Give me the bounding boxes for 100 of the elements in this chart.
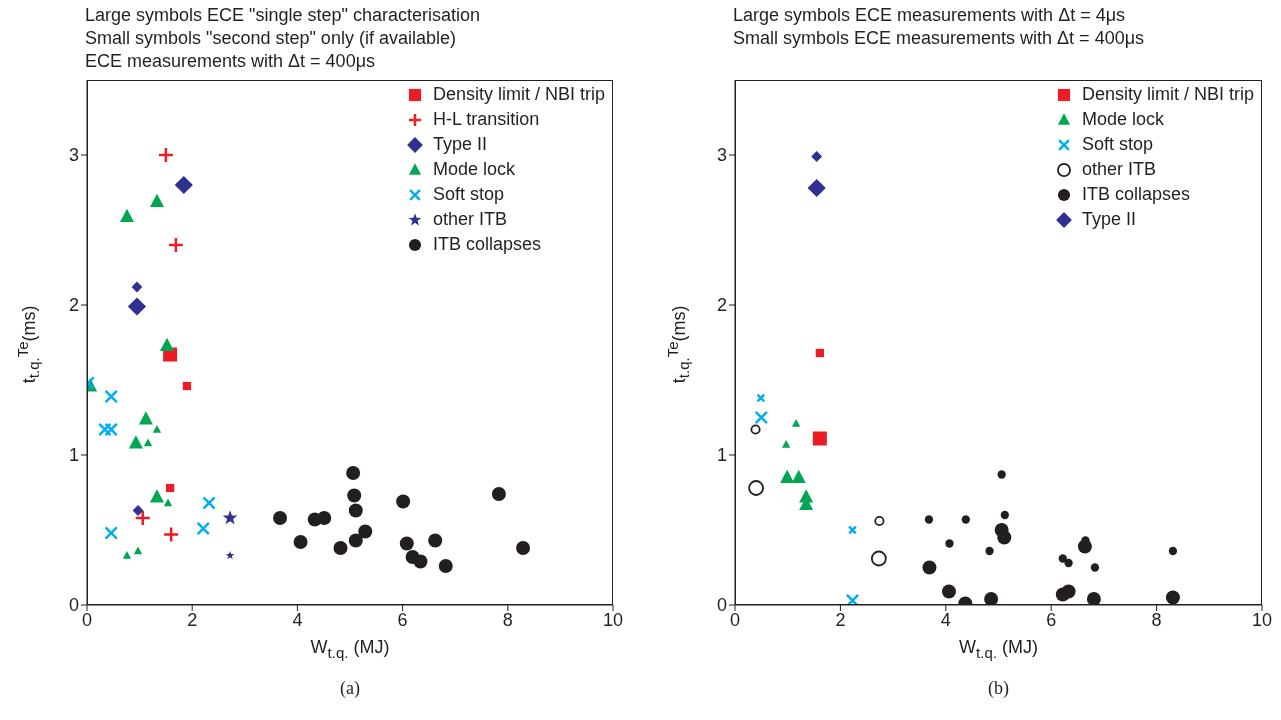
point [945,539,954,548]
point [847,525,858,535]
chart-title: Large symbols ECE measurements with Δt = 4μs Small symbols ECE measurements with Δt = 400μs [733,4,1145,50]
point [791,469,806,484]
text: (a) [339,678,361,699]
point [149,193,164,208]
point [985,546,994,556]
x-tick-label: 6 [397,609,408,630]
point [167,236,185,254]
x-tick-label: 4 [940,609,951,630]
point [961,515,970,524]
point [1058,554,1067,563]
y-tick-label: 1 [68,445,79,466]
point [922,560,937,575]
point [1168,546,1178,556]
point [174,175,193,195]
point [273,511,288,525]
point [396,494,411,509]
point [348,503,363,518]
x-tick-label: 0 [729,609,741,630]
y-tick-label: 2 [716,295,727,316]
point [491,487,506,501]
point [143,438,153,447]
point [399,536,414,551]
x-tick-label: 4 [292,609,303,630]
point [127,297,147,316]
point [428,533,443,548]
x-tick-label: 10 [1251,609,1273,630]
x-tick-label: 2 [187,609,198,630]
point [358,524,373,539]
point [1165,590,1180,605]
point [138,411,153,425]
point [222,510,238,525]
point [1061,584,1076,599]
legend-label: other ITB [432,208,507,231]
point [750,424,761,435]
point [131,281,143,293]
point [159,337,174,352]
x-tick-label: 6 [1046,609,1057,630]
point [317,511,332,525]
point [516,541,531,555]
point [1064,558,1073,568]
point [163,498,173,507]
point [941,584,956,599]
point [134,509,152,527]
point [165,483,175,493]
x-tick-label: 2 [835,609,846,630]
legend-label: Mode lock [1081,108,1165,131]
legend-label: Type II [432,133,487,156]
point [157,146,175,164]
y-tick-label: 0 [68,595,79,616]
point [997,470,1006,479]
legend-label: Density limit / NBI trip [1081,83,1254,106]
legend-label: Soft stop [1081,133,1154,156]
chart-title: Large symbols ECE "single step" characterisation Small symbols "second step" only (if available) ECE measurements with Δt = 400μs [85,4,480,73]
point [122,550,132,559]
point [104,389,119,404]
point [1000,510,1009,520]
legend-label: Density limit / NBI trip [432,83,605,106]
point [845,593,860,605]
y-tick-label: 0 [716,595,727,616]
point [225,550,235,560]
point [104,422,119,437]
point [152,424,162,433]
point [756,393,766,403]
point [754,410,769,425]
y-tick-label: 3 [716,145,727,166]
point [997,530,1012,545]
point [780,469,795,484]
point [149,489,164,503]
point [133,546,143,555]
x-axis-title: W$_{t.q.}$ (MJ) [958,637,1039,661]
point [128,435,143,449]
x-tick-label: 8 [1151,609,1162,630]
point [1086,592,1101,605]
point [924,515,934,524]
point [815,348,824,358]
legend-label: Type II [1081,208,1136,231]
legend-label: Mode lock [432,158,516,181]
point [182,381,192,391]
legend-label: Soft stop [432,183,505,206]
point [202,496,216,510]
y-tick-label: 2 [68,295,79,316]
x-tick-label: 8 [502,609,513,630]
point [104,526,119,540]
point [1090,563,1100,572]
point [874,515,885,527]
y-tick-label: 3 [68,145,79,166]
legend-label: ITB collapses [432,233,542,256]
point [748,480,764,496]
x-tick-label: 0 [81,609,93,630]
point [119,208,134,223]
point [348,533,363,548]
point [791,418,801,427]
x-tick-label: 10 [602,609,624,630]
point [438,559,453,573]
text: (b) [987,678,1010,699]
point [812,431,827,446]
point [347,488,362,503]
point [346,466,361,480]
